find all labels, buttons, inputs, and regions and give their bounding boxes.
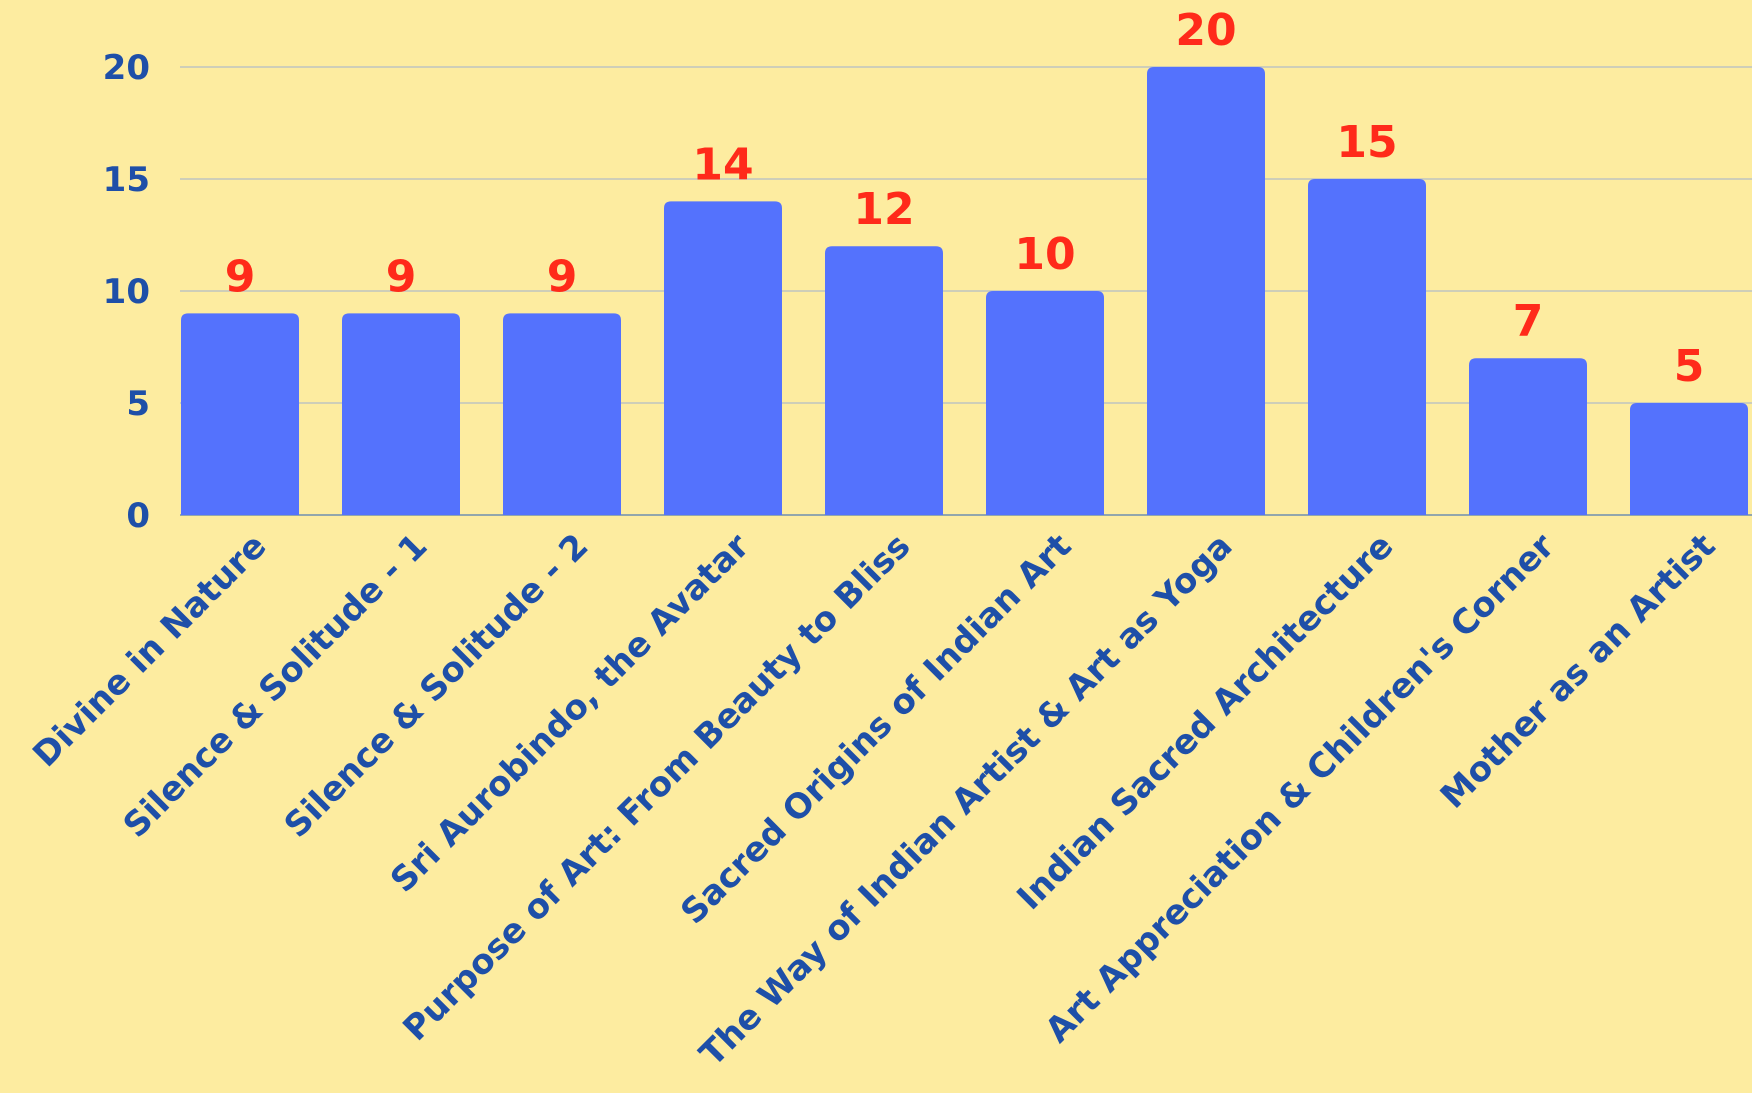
data-label: 9 [225, 251, 256, 302]
data-label: 9 [386, 251, 417, 302]
bar [181, 313, 299, 515]
bar [986, 291, 1104, 515]
data-label: 10 [1014, 229, 1075, 280]
x-tick-label: Silence & Solitude - 2 [277, 526, 597, 846]
x-tick-label: The Way of Indian Artist & Art as Yoga [692, 526, 1240, 1074]
x-tick-label: Mother as an Artist [1433, 526, 1723, 816]
bar [664, 201, 782, 515]
data-label: 14 [692, 139, 753, 190]
y-tick-label: 15 [103, 160, 150, 200]
x-tick-label: Sri Aurobindo, the Avatar [383, 526, 758, 901]
y-tick-label: 20 [103, 48, 150, 88]
bars [181, 67, 1748, 515]
bar [1469, 358, 1587, 515]
data-label: 5 [1674, 341, 1705, 392]
data-label: 7 [1513, 296, 1544, 347]
data-label: 12 [853, 184, 914, 235]
data-label: 20 [1175, 5, 1236, 56]
y-tick-label: 10 [103, 272, 150, 312]
bar [1147, 67, 1265, 515]
data-label: 15 [1336, 117, 1397, 168]
y-tick-label: 5 [126, 384, 150, 424]
y-tick-label: 0 [126, 496, 150, 536]
bar [825, 246, 943, 515]
bar [503, 313, 621, 515]
bar [1308, 179, 1426, 515]
bar [342, 313, 460, 515]
y-axis-ticks: 0 5 10 15 20 [103, 48, 150, 536]
bar [1630, 403, 1748, 515]
data-labels: 9 9 9 14 12 10 20 15 7 5 [225, 5, 1705, 392]
x-tick-label: Silence & Solitude - 1 [116, 526, 436, 846]
data-label: 9 [547, 251, 578, 302]
